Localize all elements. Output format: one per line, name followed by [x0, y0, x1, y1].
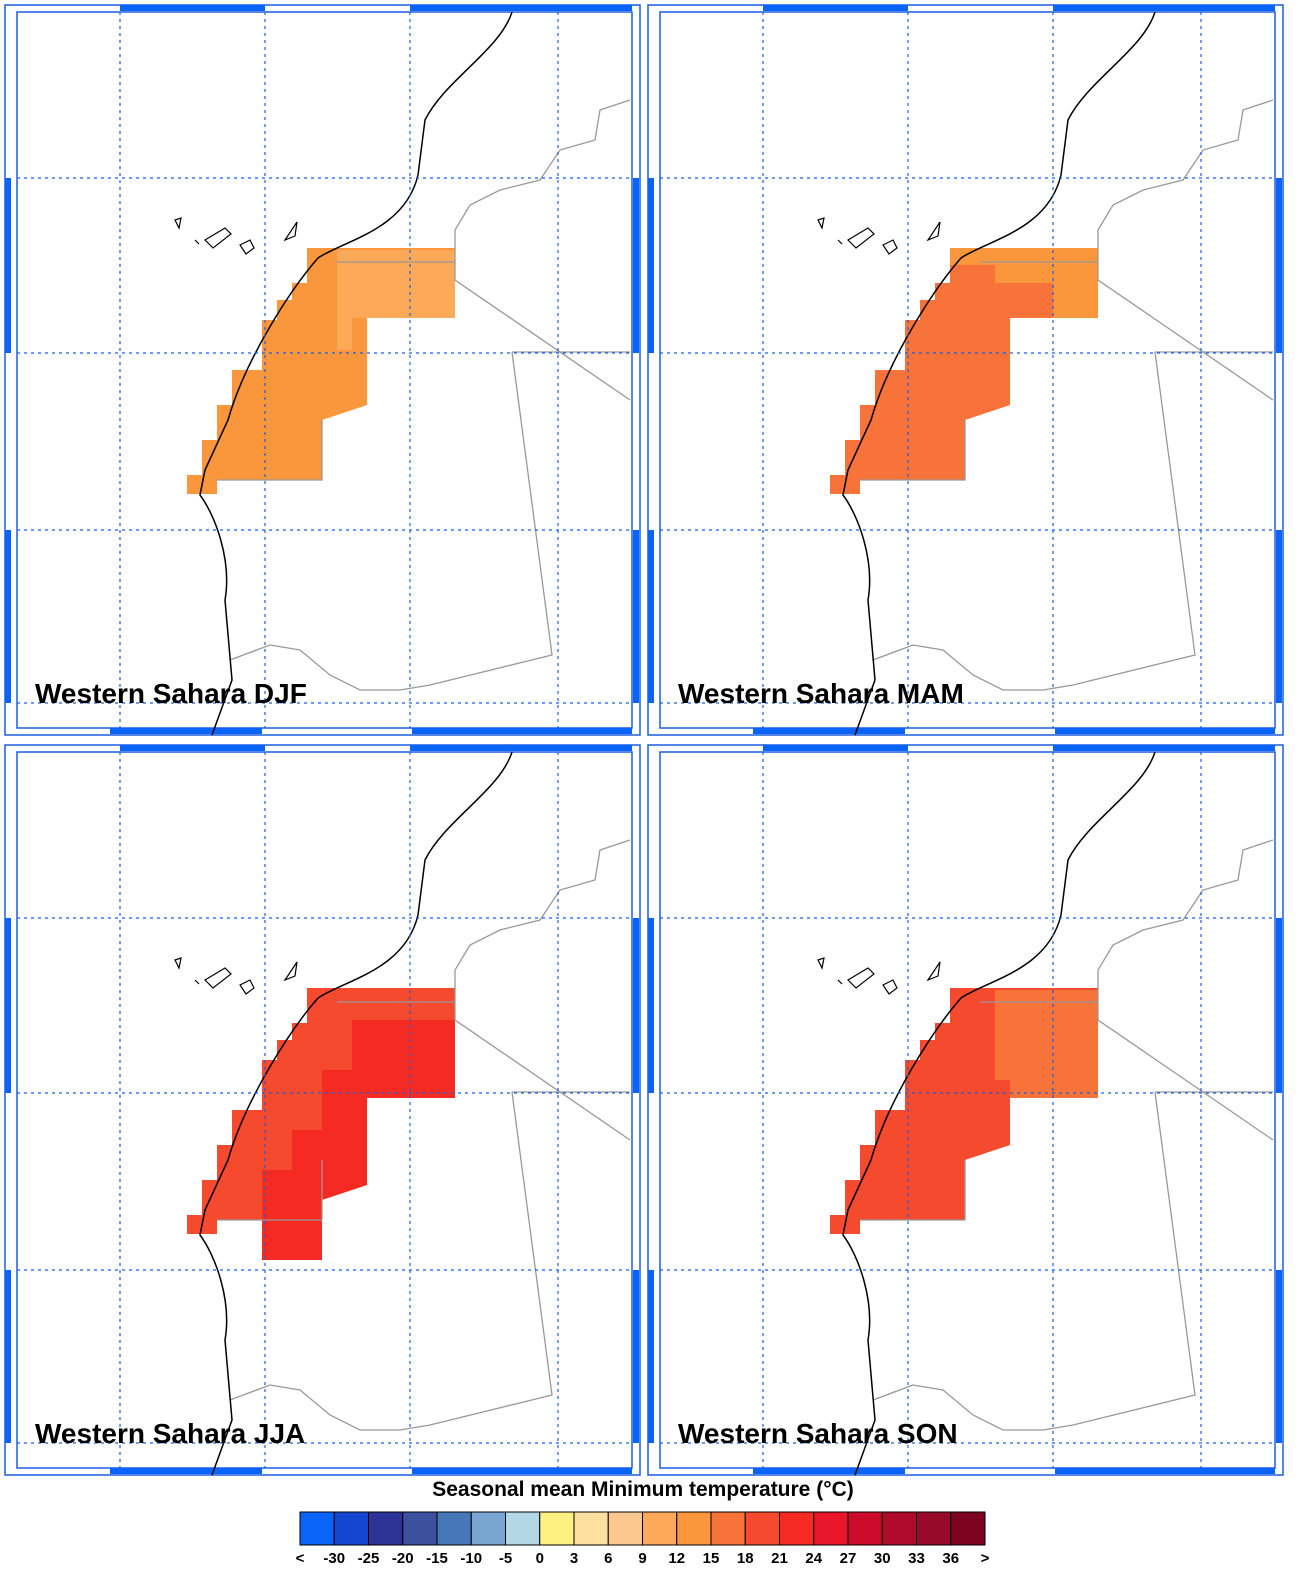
- map-frame: [659, 11, 1276, 729]
- temperature-zone: [830, 248, 1098, 494]
- colorbar-box: [813, 1511, 849, 1546]
- colorbar-label: 12: [668, 1550, 685, 1567]
- island: [194, 979, 200, 985]
- coastline: [199, 11, 513, 736]
- colorbar-label: -25: [358, 1550, 380, 1567]
- island: [837, 239, 843, 245]
- map-panel: Western Sahara SON: [647, 744, 1284, 1476]
- coastline: [842, 11, 1156, 736]
- island: [882, 239, 898, 255]
- colorbar-box: [368, 1511, 404, 1546]
- island: [239, 239, 255, 255]
- colorbar-box: [470, 1511, 506, 1546]
- map-frame: [16, 11, 633, 729]
- colorbar-box: [916, 1511, 952, 1546]
- colorbar-label: 18: [737, 1550, 754, 1567]
- border: [1097, 99, 1274, 401]
- panel-title: Western Sahara SON: [678, 1418, 958, 1449]
- island: [926, 961, 941, 982]
- island: [847, 227, 875, 249]
- colorbar-label: 6: [604, 1550, 612, 1567]
- colorbar-box: [573, 1511, 609, 1546]
- colorbar-box: [676, 1511, 712, 1546]
- colorbar-label: -5: [499, 1550, 512, 1567]
- coastline: [199, 751, 513, 1476]
- panel-title: Western Sahara MAM: [678, 678, 964, 709]
- colorbar-label: 0: [536, 1550, 544, 1567]
- temperature-zone: [995, 990, 1098, 1098]
- colorbar-box: [710, 1511, 746, 1546]
- island: [926, 221, 941, 242]
- colorbar-box: [299, 1511, 335, 1546]
- border: [1097, 839, 1274, 1141]
- colorbar-label: -30: [323, 1550, 345, 1567]
- island: [174, 217, 182, 230]
- border: [454, 99, 631, 401]
- map-frame: [16, 751, 633, 1469]
- island: [194, 239, 200, 245]
- colorbar-label: 9: [638, 1550, 646, 1567]
- colorbar-label: -10: [460, 1550, 482, 1567]
- colorbar-label: <: [296, 1550, 305, 1567]
- colorbar-box: [505, 1511, 541, 1546]
- colorbar-label: 21: [771, 1550, 788, 1567]
- island: [837, 979, 843, 985]
- temperature-zone: [262, 1020, 455, 1260]
- island: [204, 967, 232, 989]
- colorbar-box: [950, 1511, 986, 1546]
- colorbar-label: 33: [908, 1550, 925, 1567]
- colorbar-label: 24: [805, 1550, 822, 1567]
- colorbar-title: Seasonal mean Minimum temperature (°C): [432, 1478, 854, 1501]
- temperature-zone: [950, 248, 1098, 318]
- map-panel: Western Sahara MAM: [647, 4, 1284, 736]
- island: [204, 227, 232, 249]
- island: [283, 961, 298, 982]
- colorbar-box: [402, 1511, 438, 1546]
- island: [239, 979, 255, 995]
- colorbar-box: [607, 1511, 643, 1546]
- border: [860, 1001, 1273, 1431]
- map-frame: [659, 751, 1276, 1469]
- island: [283, 221, 298, 242]
- colorbar-box: [333, 1511, 369, 1546]
- colorbar-box: [779, 1511, 815, 1546]
- colorbar-label: >: [981, 1550, 990, 1567]
- colorbar-label: 15: [703, 1550, 720, 1567]
- colorbar-box: [881, 1511, 917, 1546]
- colorbar-box: [539, 1511, 575, 1546]
- island: [174, 957, 182, 970]
- border: [217, 261, 630, 691]
- colorbar-label: 27: [840, 1550, 857, 1567]
- colorbar-box: [642, 1511, 678, 1546]
- colorbar-label: 30: [874, 1550, 891, 1567]
- island: [847, 967, 875, 989]
- island: [817, 217, 825, 230]
- map-panel: Western Sahara JJA: [4, 744, 641, 1476]
- colorbar-label: 36: [942, 1550, 959, 1567]
- island: [882, 979, 898, 995]
- map-panel: Western Sahara DJF: [4, 4, 641, 736]
- coastline: [842, 751, 1156, 1476]
- border: [454, 839, 631, 1141]
- border: [217, 1001, 630, 1431]
- colorbar-label: -20: [392, 1550, 414, 1567]
- colorbar-box: [847, 1511, 883, 1546]
- colorbar-box: [436, 1511, 472, 1546]
- colorbar-label: 3: [570, 1550, 578, 1567]
- temperature-zone: [337, 250, 455, 350]
- island: [817, 957, 825, 970]
- colorbar-box: [744, 1511, 780, 1546]
- panel-title: Western Sahara DJF: [35, 678, 307, 709]
- border: [860, 261, 1273, 691]
- panel-title: Western Sahara JJA: [35, 1418, 305, 1449]
- colorbar-label: -15: [426, 1550, 448, 1567]
